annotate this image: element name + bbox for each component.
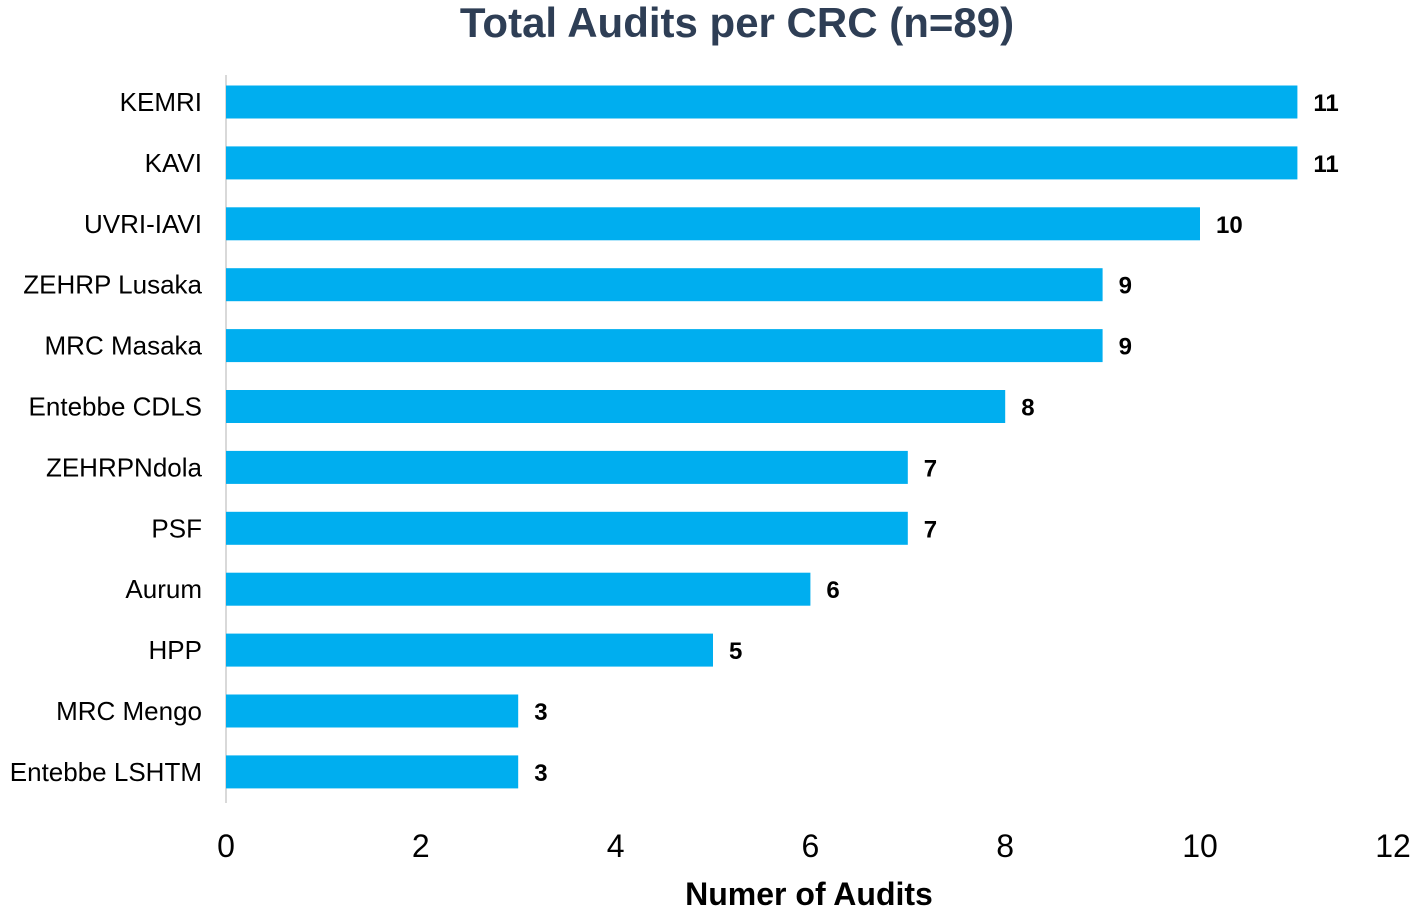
bar-10 [226,694,519,728]
bar-8 [226,572,811,606]
x-tick-label: 8 [996,828,1014,864]
category-labels: KEMRI KAVI UVRI-IAVI ZEHRP Lusaka MRC Masaka… [10,87,203,787]
category-label: ZEHRPNdola [46,452,203,482]
bar-7 [226,511,908,545]
bar-6 [226,450,908,484]
data-label: 9 [1119,334,1132,361]
category-label: MRC Mengo [56,696,202,726]
bar-0 [226,85,1298,119]
bar-9 [226,633,713,667]
data-label: 6 [826,577,839,604]
bar-3 [226,268,1103,302]
data-label: 3 [534,760,547,787]
x-tick-label: 12 [1375,828,1411,864]
data-label: 5 [729,638,742,665]
x-tick-label: 2 [412,828,430,864]
bar-1 [226,146,1298,180]
x-tick-label: 0 [217,828,235,864]
data-label: 9 [1119,273,1132,300]
bars [226,85,1298,789]
category-label: Aurum [125,574,202,604]
category-label: KAVI [145,148,202,178]
category-label: MRC Masaka [45,331,203,361]
data-labels: 11 11 10 9 9 8 7 7 6 5 3 3 [534,90,1339,787]
category-label: ZEHRP Lusaka [23,270,202,300]
category-label: Entebbe LSHTM [10,757,202,787]
category-label: HPP [149,635,202,665]
x-tick-labels: 0 2 4 6 8 10 12 [217,828,1411,864]
data-label: 11 [1313,151,1338,178]
data-label: 7 [924,455,937,482]
chart-title: Total Audits per CRC (n=89) [460,0,1014,46]
category-label: PSF [151,513,202,543]
category-label: Entebbe CDLS [29,392,202,422]
category-label: KEMRI [120,87,202,117]
bar-2 [226,207,1200,241]
bar-11 [226,755,519,789]
bar-4 [226,329,1103,363]
data-label: 3 [534,699,547,726]
bar-5 [226,390,1006,423]
category-label: UVRI-IAVI [84,209,202,239]
data-label: 11 [1313,90,1338,117]
data-label: 10 [1216,212,1243,239]
x-tick-label: 10 [1182,828,1218,864]
data-label: 8 [1021,395,1034,422]
data-label: 7 [924,516,937,543]
x-tick-label: 4 [607,828,625,864]
x-axis-title: Numer of Audits [685,876,933,912]
x-tick-label: 6 [802,828,820,864]
